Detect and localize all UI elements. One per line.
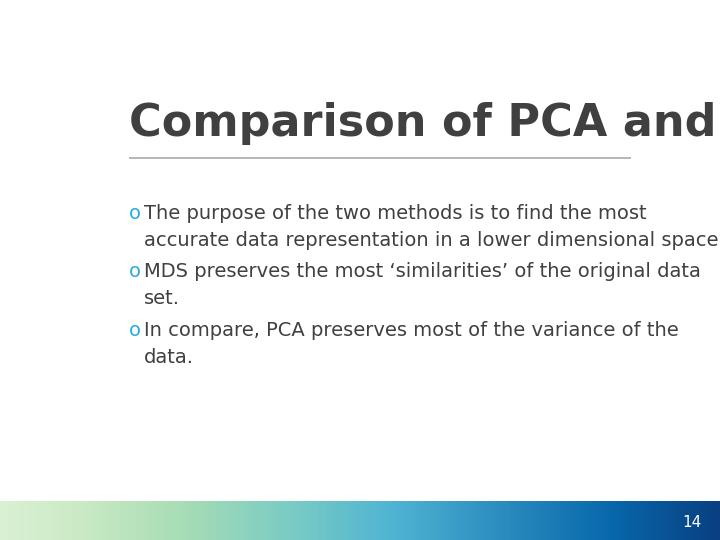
Text: MDS preserves the most ‘similarities’ of the original data: MDS preserves the most ‘similarities’ of…	[144, 262, 701, 281]
Text: The purpose of the two methods is to find the most: The purpose of the two methods is to fin…	[144, 204, 647, 223]
Text: Comparison of PCA and MDS: Comparison of PCA and MDS	[129, 102, 720, 145]
Text: In compare, PCA preserves most of the variance of the: In compare, PCA preserves most of the va…	[144, 321, 679, 340]
Text: accurate data representation in a lower dimensional space.: accurate data representation in a lower …	[144, 231, 720, 250]
Text: data.: data.	[144, 348, 194, 367]
Text: set.: set.	[144, 289, 180, 308]
Text: o: o	[129, 262, 141, 281]
Text: o: o	[129, 321, 141, 340]
Text: o: o	[129, 204, 141, 223]
Text: 14: 14	[683, 515, 702, 530]
